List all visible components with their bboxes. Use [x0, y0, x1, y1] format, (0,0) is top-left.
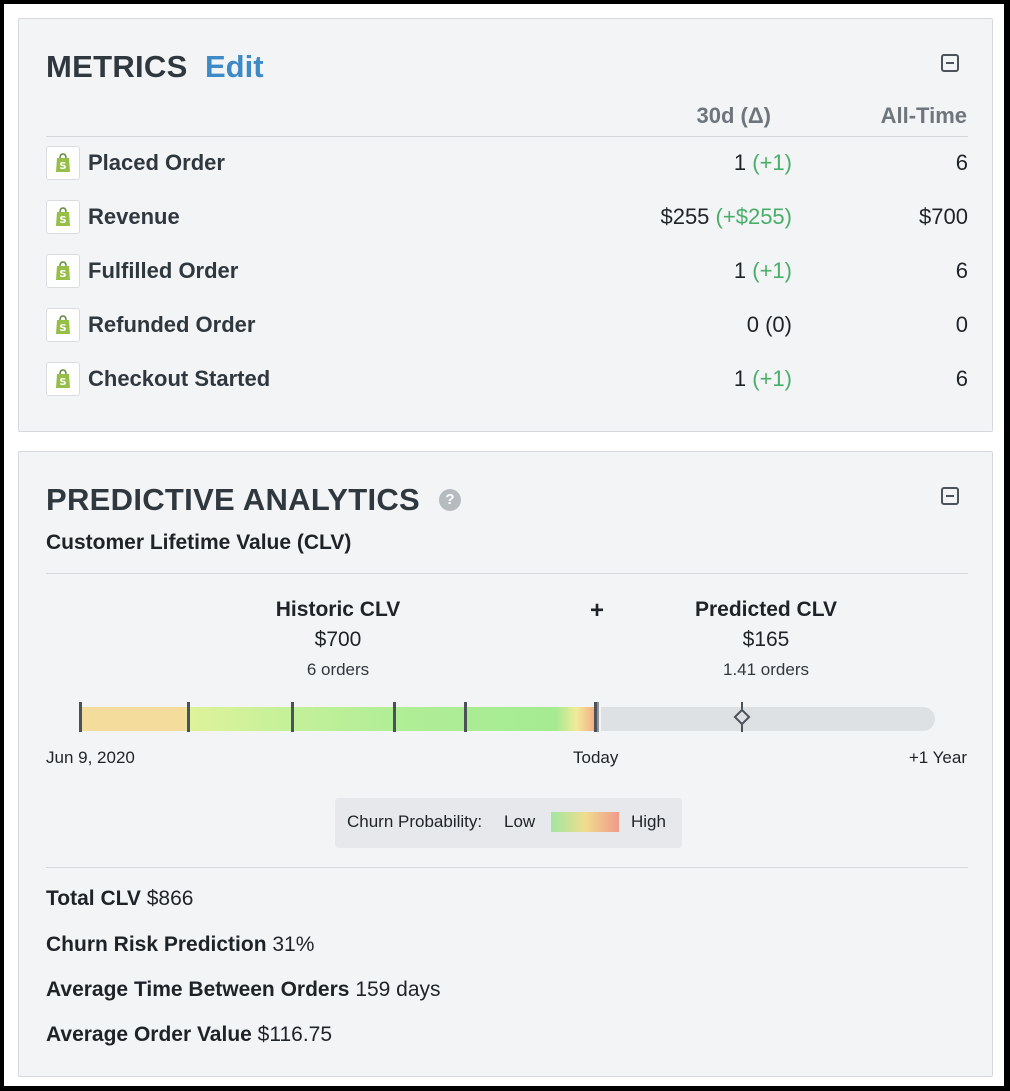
- axis-start-label: Jun 9, 2020: [46, 748, 135, 767]
- stat-label: Average Order Value: [46, 1023, 252, 1046]
- collapse-metrics-button[interactable]: [941, 54, 959, 72]
- metric-all-time-value: 6: [955, 150, 968, 175]
- metric-30d-value: 1 (+1): [734, 366, 792, 392]
- collapse-predictive-button[interactable]: [941, 487, 959, 505]
- stat-label: Total CLV: [46, 887, 141, 910]
- stat-label: Churn Risk Prediction: [46, 933, 267, 956]
- stat-avg-time-between-orders: Average Time Between Orders 159 days: [46, 978, 441, 1002]
- churn-legend-high: High: [631, 812, 666, 831]
- predicted-timeline-bar: [601, 707, 935, 731]
- metric-delta: (+$255): [715, 204, 792, 229]
- plus-sign: +: [590, 597, 605, 624]
- predicted-clv-amount: $165: [742, 628, 790, 651]
- order-tick[interactable]: [187, 702, 190, 732]
- metric-30d-number: 1: [733, 258, 747, 283]
- historic-clv-label: Historic CLV: [275, 598, 401, 621]
- metric-row: S Fulfilled Order 1 (+1) 6: [46, 254, 968, 290]
- page-frame: METRICS Edit 30d (Δ) All-Time S Placed O…: [4, 4, 1004, 1086]
- svg-text:S: S: [59, 323, 66, 334]
- churn-gradient-swatch: [551, 812, 619, 832]
- metric-row: S Revenue $255 (+$255) $700: [46, 200, 968, 236]
- historic-clv: Historic CLV $700 6 orders: [218, 598, 458, 680]
- metric-30d-number: $255: [660, 204, 710, 229]
- svg-text:S: S: [59, 161, 66, 172]
- stat-avg-order-value: Average Order Value $116.75: [46, 1023, 332, 1047]
- metric-30d-value: 1 (+1): [734, 258, 792, 284]
- question-circle-icon[interactable]: ?: [439, 489, 461, 511]
- metric-name[interactable]: Checkout Started: [88, 366, 271, 391]
- metrics-divider: [46, 136, 968, 137]
- historic-clv-amount: $700: [314, 628, 362, 651]
- metric-all-time-value: 0: [955, 312, 968, 337]
- edit-metrics-link[interactable]: Edit: [205, 49, 264, 84]
- clv-subtitle: Customer Lifetime Value (CLV): [46, 531, 352, 554]
- historic-clv-orders: 6 orders: [306, 660, 370, 679]
- predictive-title: PREDICTIVE ANALYTICS: [46, 482, 421, 517]
- churn-legend: Churn Probability: Low High: [335, 798, 682, 848]
- metric-30d-value: 1 (+1): [734, 150, 792, 176]
- predictive-analytics-card: PREDICTIVE ANALYTICS ? Customer Lifetime…: [18, 451, 993, 1077]
- today-marker: [597, 702, 599, 732]
- metric-30d-value: $255 (+$255): [660, 204, 792, 230]
- metric-30d-number: 1: [733, 366, 747, 391]
- clv-divider-top: [46, 573, 968, 574]
- metrics-title: METRICS: [46, 49, 188, 84]
- metric-delta: (+1): [752, 150, 792, 175]
- metric-30d-value: 0 (0): [747, 312, 792, 338]
- shopify-icon: S: [46, 362, 80, 396]
- predicted-clv-orders: 1.41 orders: [723, 660, 809, 679]
- clv-divider-bottom: [46, 867, 968, 868]
- order-tick[interactable]: [464, 702, 467, 732]
- svg-text:S: S: [59, 215, 66, 226]
- churn-legend-low: Low: [504, 812, 536, 831]
- metric-delta: (+1): [752, 258, 792, 283]
- stat-value: 31%: [272, 933, 315, 956]
- metric-delta: (0): [765, 312, 792, 337]
- metric-all-time-value: 6: [955, 366, 968, 391]
- stat-value: 159 days: [355, 978, 441, 1001]
- metrics-card: METRICS Edit 30d (Δ) All-Time S Placed O…: [18, 18, 993, 432]
- metric-name[interactable]: Revenue: [88, 204, 180, 229]
- predicted-clv: Predicted CLV $165 1.41 orders: [646, 598, 886, 680]
- shopify-icon: S: [46, 200, 80, 234]
- metric-row: S Checkout Started 1 (+1) 6: [46, 362, 968, 398]
- axis-end-label: +1 Year: [908, 748, 967, 767]
- order-tick[interactable]: [79, 702, 82, 732]
- column-header-all-time: All-Time: [880, 103, 967, 128]
- historic-timeline-bar: [81, 707, 597, 731]
- column-header-30d: 30d (Δ): [696, 103, 772, 128]
- metric-30d-number: 1: [733, 150, 747, 175]
- metric-row: S Refunded Order 0 (0) 0: [46, 308, 968, 344]
- axis-today-label: Today: [573, 748, 619, 767]
- order-tick[interactable]: [393, 702, 396, 732]
- metric-all-time-value: 6: [955, 258, 968, 283]
- svg-text:S: S: [59, 269, 66, 280]
- stat-label: Average Time Between Orders: [46, 978, 350, 1001]
- metric-name[interactable]: Placed Order: [88, 150, 225, 175]
- churn-legend-label: Churn Probability:: [347, 812, 483, 831]
- metric-30d-number: 0: [746, 312, 759, 337]
- metric-row: S Placed Order 1 (+1) 6: [46, 146, 968, 182]
- metric-name[interactable]: Refunded Order: [88, 312, 256, 337]
- shopify-icon: S: [46, 146, 80, 180]
- stat-total-clv: Total CLV $866: [46, 887, 193, 911]
- shopify-icon: S: [46, 254, 80, 288]
- metric-name[interactable]: Fulfilled Order: [88, 258, 239, 283]
- stat-value: $116.75: [257, 1023, 333, 1046]
- metric-all-time-value: $700: [919, 204, 968, 229]
- order-tick[interactable]: [594, 702, 597, 732]
- order-tick[interactable]: [291, 702, 294, 732]
- predicted-clv-label: Predicted CLV: [695, 598, 837, 621]
- stat-value: $866: [146, 887, 194, 910]
- svg-text:S: S: [59, 377, 66, 388]
- shopify-icon: S: [46, 308, 80, 342]
- metric-delta: (+1): [752, 366, 792, 391]
- stat-churn-risk: Churn Risk Prediction 31%: [46, 933, 314, 957]
